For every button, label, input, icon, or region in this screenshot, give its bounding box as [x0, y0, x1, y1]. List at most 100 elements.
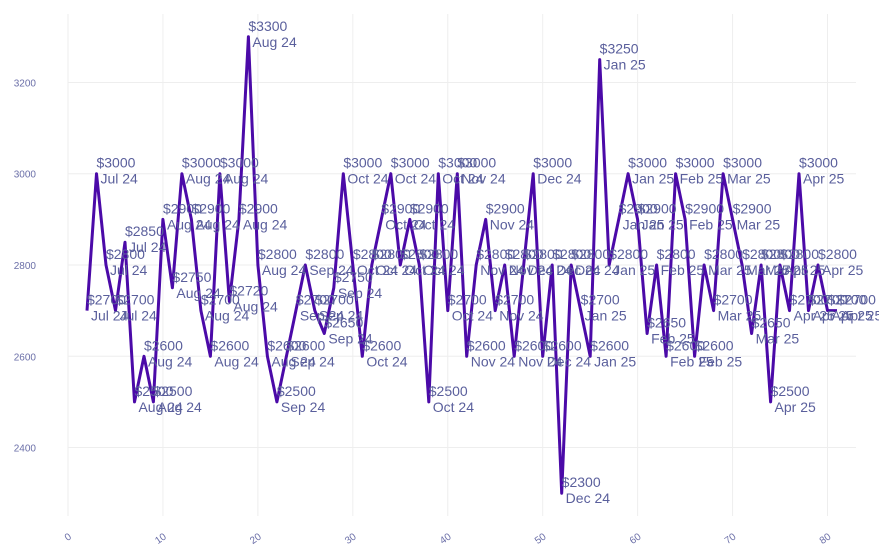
x-tick-label: 70 [723, 531, 739, 547]
series-line [85, 35, 837, 495]
data-label: $2600 Aug 24 [267, 337, 316, 369]
data-label: $2700 Apr 25 [837, 292, 879, 324]
data-label: $2720 Aug 24 [229, 283, 278, 315]
data-label: $3000 Dec 24 [533, 155, 582, 187]
data-label: $2900 Aug 24 [163, 200, 212, 232]
data-label: $2900 Aug 24 [239, 200, 288, 232]
x-axis: 0 10 20 30 40 50 60 70 80 [63, 531, 834, 547]
data-label: $2600 Dec 24 [543, 337, 592, 369]
data-label: $2800 Feb 25 [657, 246, 705, 278]
data-label: $2700 Jan 25 [581, 292, 627, 324]
data-label: $2700 Apr 25 [790, 292, 835, 324]
y-tick-label: 2400 [14, 444, 37, 455]
data-label: $2500 Aug 24 [134, 383, 183, 415]
data-label: $2800 Sep 24 [305, 246, 354, 278]
data-label: $2800 Mar 25 [761, 246, 809, 278]
y-tick-label: 2600 [14, 352, 37, 363]
x-tick-label: 80 [818, 531, 834, 547]
data-label: $3000 Nov 24 [457, 155, 506, 187]
y-tick-label: 3200 [14, 78, 37, 89]
data-label: $2650 Feb 25 [647, 314, 695, 346]
data-label: $2800 Mar 25 [704, 246, 752, 278]
data-label: $2600 Feb 25 [666, 337, 714, 369]
y-tick-label: 3000 [14, 170, 37, 181]
data-label: $2800 Dec 24 [571, 246, 620, 278]
x-tick-label: 30 [343, 531, 359, 547]
data-label: $2700 Oct 24 [448, 292, 493, 324]
data-label: $2800 Nov 24 [505, 246, 554, 278]
data-label: $2800 Oct 24 [372, 246, 417, 278]
data-label: $3000 Apr 25 [799, 155, 844, 187]
data-label: $2800 Dec 24 [524, 246, 573, 278]
data-label: $3000 Oct 24 [343, 155, 388, 187]
data-label: $2700 Mar 25 [714, 292, 762, 324]
data-label: $2700 Sep 24 [315, 292, 364, 324]
data-label: $2800 Oct 24 [400, 246, 445, 278]
data-label: $2800 Oct 24 [419, 246, 464, 278]
x-tick-label: 0 [63, 531, 74, 543]
x-tick-label: 50 [533, 531, 549, 547]
data-label: $3250 Jan 25 [600, 41, 646, 73]
data-label: $2700 Apr 25 [828, 292, 873, 324]
data-label: $2600 Nov 24 [514, 337, 563, 369]
data-label: $2800 Dec 24 [552, 246, 601, 278]
data-label: $2600 Sep 24 [286, 337, 335, 369]
x-tick-label: 60 [628, 531, 644, 547]
data-label: $2800 Jan 25 [609, 246, 655, 278]
grid [67, 14, 856, 516]
data-label: $2900 Oct 24 [381, 200, 426, 232]
data-label: $2800 Apr 25 [780, 246, 825, 278]
data-label: $2900 Jan 25 [619, 200, 665, 232]
data-label: $2900 Jan 25 [638, 200, 684, 232]
data-label: $3000 Mar 25 [723, 155, 771, 187]
data-label: $3000 Oct 24 [391, 155, 436, 187]
data-label: $2750 Aug 24 [172, 269, 221, 301]
data-label: $2800 Mar 25 [742, 246, 790, 278]
y-axis: 2400 2600 2800 3000 3200 [14, 78, 37, 454]
data-label: $3000 Jul 24 [96, 155, 138, 187]
data-label: $2800 Jul 24 [106, 246, 148, 278]
data-label: $2650 Mar 25 [752, 314, 800, 346]
y-tick-label: 2800 [14, 261, 37, 272]
data-label: $2700 Jul 24 [115, 292, 157, 324]
data-label: $2600 Aug 24 [144, 337, 193, 369]
data-label: $2700 Jul 24 [87, 292, 129, 324]
data-label: $2800 Oct 24 [353, 246, 398, 278]
data-label: $3000 Aug 24 [220, 155, 269, 187]
data-label: $3300 Aug 24 [248, 18, 297, 50]
data-label: $2900 Aug 24 [191, 200, 240, 232]
data-label: $2700 Sep 24 [296, 292, 345, 324]
data-label: $2600 Feb 25 [695, 337, 743, 369]
x-tick-label: 20 [248, 531, 264, 547]
data-label: $2600 Jan 25 [590, 337, 636, 369]
data-label: $3000 Oct 24 [438, 155, 483, 187]
x-tick-label: 40 [438, 531, 454, 547]
data-label: $3000 Aug 24 [182, 155, 231, 187]
data-label: $2750 Sep 24 [334, 269, 383, 301]
data-label: $2700 Aug 24 [201, 292, 250, 324]
data-label: $2500 Oct 24 [429, 383, 474, 415]
data-label: $2900 Feb 25 [685, 200, 733, 232]
series [85, 35, 837, 495]
data-labels: $2700 Jul 24 $3000 Jul 24 $2800 Jul 24 $2700 Ju… [87, 18, 879, 506]
data-label: $2900 Mar 25 [733, 200, 781, 232]
data-label: $2300 Dec 24 [562, 474, 611, 506]
data-label: $2600 Oct 24 [362, 337, 407, 369]
data-label: $3000 Jan 25 [628, 155, 674, 187]
data-label: $2500 Apr 25 [771, 383, 816, 415]
data-label: $2800 Aug 24 [258, 246, 307, 278]
data-label: $2800 Apr 25 [818, 246, 863, 278]
data-label: $2500 Aug 24 [153, 383, 202, 415]
data-label: $2850 Jul 24 [125, 223, 167, 255]
data-label: $3000 Feb 25 [676, 155, 724, 187]
data-label: $2600 Nov 24 [467, 337, 516, 369]
data-label: $2600 Aug 24 [210, 337, 259, 369]
data-label: $2900 Nov 24 [486, 200, 535, 232]
data-label: $2900 Oct 24 [410, 200, 455, 232]
x-tick-label: 10 [153, 531, 169, 547]
data-label: $2700 Apr 25 [809, 292, 854, 324]
data-label: $2700 Nov 24 [495, 292, 544, 324]
data-label: $2800 Nov 24 [476, 246, 525, 278]
